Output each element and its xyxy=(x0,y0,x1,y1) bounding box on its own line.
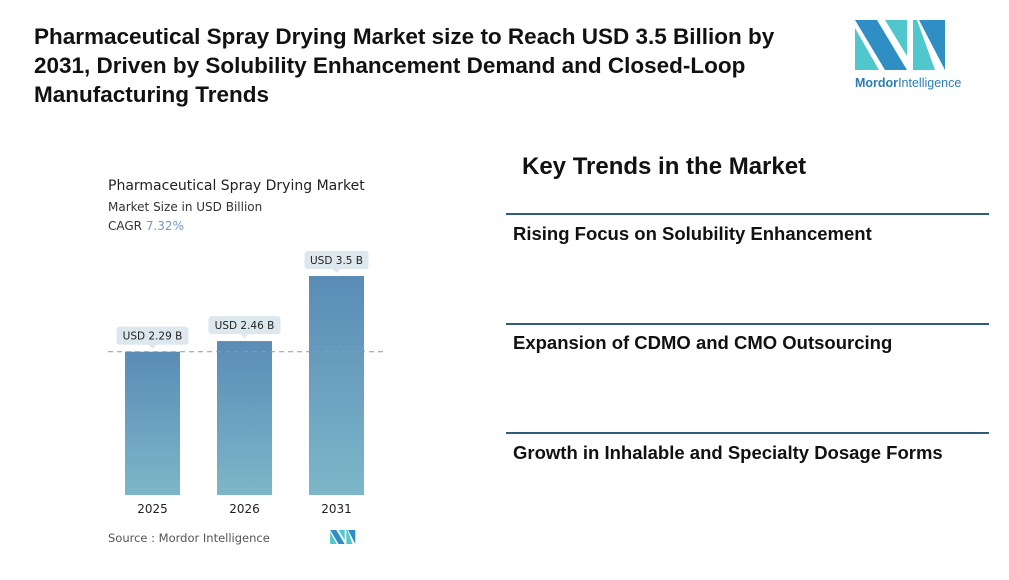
bar-chart: USD 2.29 B 2025 USD 2.46 B 2026 USD 3.5 B 203… xyxy=(108,251,385,516)
trend-item: Growth in Inhalable and Specialty Dosage… xyxy=(513,442,943,463)
logo-icon xyxy=(855,20,945,70)
key-trends-title: Key Trends in the Market xyxy=(522,153,807,180)
divider xyxy=(506,213,989,215)
chart-title: Pharmaceutical Spray Drying Market xyxy=(108,178,365,194)
bar xyxy=(217,341,272,495)
data-label-pointer xyxy=(148,344,157,349)
x-tick-label: 2026 xyxy=(229,502,260,516)
data-label: USD 3.5 B xyxy=(310,255,363,267)
chart-cagr: CAGR 7.32% xyxy=(108,219,184,233)
x-tick-label: 2031 xyxy=(321,502,352,516)
x-tick-label: 2025 xyxy=(137,502,168,516)
chart-subtitle: Market Size in USD Billion xyxy=(108,200,263,214)
bar xyxy=(309,276,364,495)
data-label-bg xyxy=(208,316,281,335)
divider xyxy=(506,432,989,434)
headline: Pharmaceutical Spray Drying Market size … xyxy=(34,24,775,107)
bar xyxy=(125,351,180,495)
data-label-bg xyxy=(304,251,369,269)
data-label-pointer xyxy=(332,269,341,273)
logo-text: MordorIntelligence xyxy=(855,76,962,90)
data-label: USD 2.46 B xyxy=(215,320,275,332)
source-logo-icon xyxy=(330,530,356,544)
mordor-intelligence-logo: MordorIntelligence xyxy=(855,20,962,90)
divider xyxy=(506,323,989,325)
trend-item: Rising Focus on Solubility Enhancement xyxy=(513,223,872,244)
data-label-bg xyxy=(116,326,189,345)
data-label-pointer xyxy=(240,334,249,339)
data-label: USD 2.29 B xyxy=(123,331,183,343)
chart-source: Source : Mordor Intelligence xyxy=(108,531,270,545)
trend-item: Expansion of CDMO and CMO Outsourcing xyxy=(513,332,893,353)
